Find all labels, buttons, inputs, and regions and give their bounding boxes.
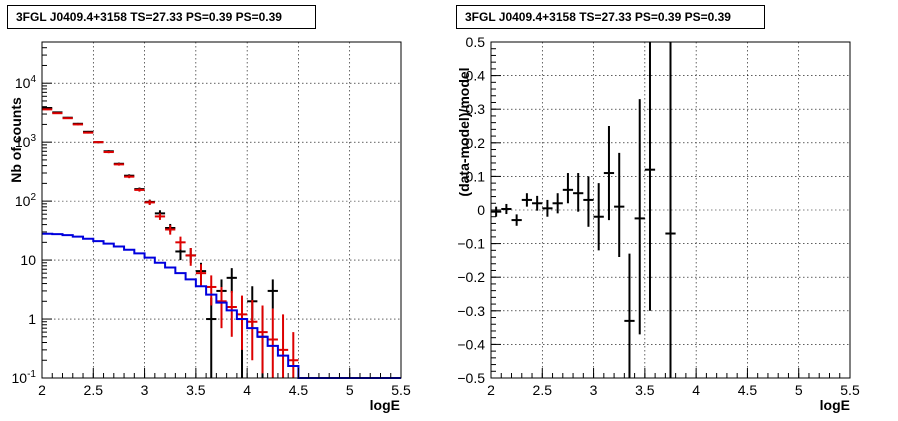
y-tick-label: 0.5 [466,34,486,50]
y-tick-label: −0.4 [457,336,485,352]
y-tick-label: 104 [15,74,37,91]
y-tick-label: −0.2 [457,269,485,285]
data-series [491,42,676,378]
x-tick-label: 2 [38,382,46,398]
y-tick-label: 102 [15,192,37,209]
y-tick-label: 0 [477,202,485,218]
grid [491,42,850,378]
y-tick-label: 10 [20,252,36,268]
x-axis-label: logE [820,397,850,413]
x-tick-label: 5.5 [840,382,860,398]
chart-title: 3FGL J0409.4+3158 TS=27.33 PS=0.39 PS=0.… [456,5,765,29]
axes: 2 2.5 3 3.5 4 4.5 5 5.5 10-1 1 10 102 103 104 [12,47,411,398]
x-tick-label: 3.5 [186,382,206,398]
x-tick-label: 4 [692,382,700,398]
y-tick-label: −0.3 [457,303,485,319]
x-axis-label: logE [370,397,400,413]
y-tick-label: 0.3 [466,101,486,117]
x-tick-label: 4.5 [289,382,309,398]
residual-panel: 2 2.5 3 3.5 4 4.5 5 5.5 −0.5 −0.4 −0.3 −0.2 −0.1 0 0.1… [449,0,898,421]
x-tick-label: 4.5 [738,382,758,398]
x-tick-label: 3 [590,382,598,398]
x-tick-label: 2.5 [84,382,104,398]
x-tick-label: 2 [487,382,495,398]
residual-chart: 2 2.5 3 3.5 4 4.5 5 5.5 −0.5 −0.4 −0.3 −0.2 −0.1 0 0.1… [456,34,860,413]
x-tick-label: 5.5 [391,382,411,398]
counts-chart: 2 2.5 3 3.5 4 4.5 5 5.5 10-1 1 10 102 103 104 logE Nb… [8,41,411,413]
x-tick-label: 3 [141,382,149,398]
y-tick-label: 0.1 [466,168,486,184]
x-tick-label: 5 [346,382,354,398]
x-tick-label: 2.5 [533,382,553,398]
y-tick-label: 1 [28,311,36,327]
counts-panel: 2 2.5 3 3.5 4 4.5 5 5.5 10-1 1 10 102 103 104 logE Nb… [7,5,411,413]
y-tick-label: 103 [15,133,37,150]
y-tick-label: −0.5 [457,370,485,386]
y-tick-label: −0.1 [457,236,485,252]
y-axis-label: (data-model)/model [456,67,472,196]
x-tick-label: 3.5 [635,382,655,398]
chart-title: 3FGL J0409.4+3158 TS=27.33 PS=0.39 PS=0.… [7,5,316,29]
x-tick-label: 4 [243,382,251,398]
y-tick-label: 10-1 [12,369,37,386]
axes: 2 2.5 3 3.5 4 4.5 5 5.5 −0.5 −0.4 −0.3 −0.2 −0.1 0 0.1… [457,34,860,398]
y-tick-label: 0.4 [466,68,486,84]
y-axis-label: Nb of counts [8,97,24,183]
y-tick-label: 0.2 [466,135,486,151]
x-tick-label: 5 [795,382,803,398]
grid [42,42,401,378]
